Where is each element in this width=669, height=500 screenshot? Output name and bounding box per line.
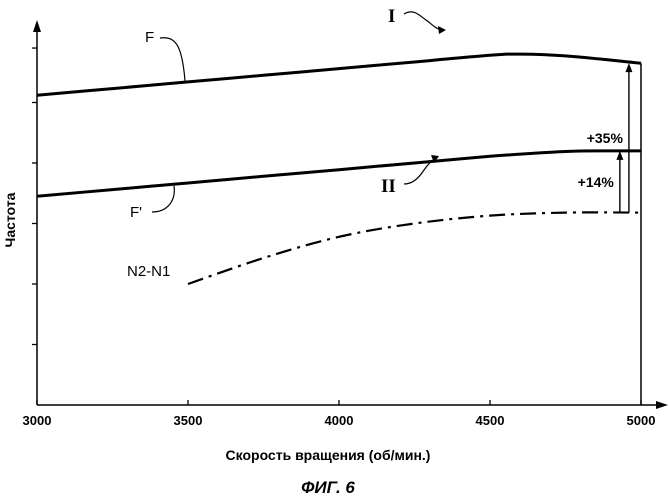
series-line-0 <box>37 54 641 95</box>
annotation-label-0: +35% <box>587 130 624 146</box>
annotation-arrowhead-0 <box>625 63 632 72</box>
figure-caption: ФИГ. 6 <box>301 478 355 497</box>
series-line-1 <box>37 151 641 196</box>
group-label-II: II <box>381 176 396 197</box>
group-label-I: I <box>388 6 395 27</box>
x-tick-label: 4500 <box>476 413 505 428</box>
leader-F-prime <box>152 186 174 212</box>
y-axis-arrow <box>33 20 41 32</box>
x-axis-arrow <box>656 401 668 409</box>
x-tick-label: 5000 <box>627 413 656 428</box>
x-tick-label: 4000 <box>325 413 354 428</box>
axes <box>33 20 668 409</box>
y-axis-title: Частота <box>2 192 18 247</box>
leader-I-arrowhead <box>438 26 446 34</box>
x-tick-label: 3500 <box>174 413 203 428</box>
series-label-F-prime: F' <box>130 204 142 221</box>
leader-I <box>404 12 444 30</box>
x-tick-label: 3000 <box>23 413 52 428</box>
annotations: +35% +14% <box>578 63 641 405</box>
leader-F <box>160 38 185 81</box>
series-line-2 <box>188 212 641 284</box>
series-label-F: F <box>145 29 154 46</box>
annotation-label-1: +14% <box>578 174 615 190</box>
x-axis-title: Скорость вращения (об/мин.) <box>226 447 431 463</box>
series-label-N2-N1: N2-N1 <box>127 263 170 280</box>
axis-ticks: 3000 3500 4000 4500 5000 <box>23 48 656 428</box>
curves <box>37 54 641 284</box>
